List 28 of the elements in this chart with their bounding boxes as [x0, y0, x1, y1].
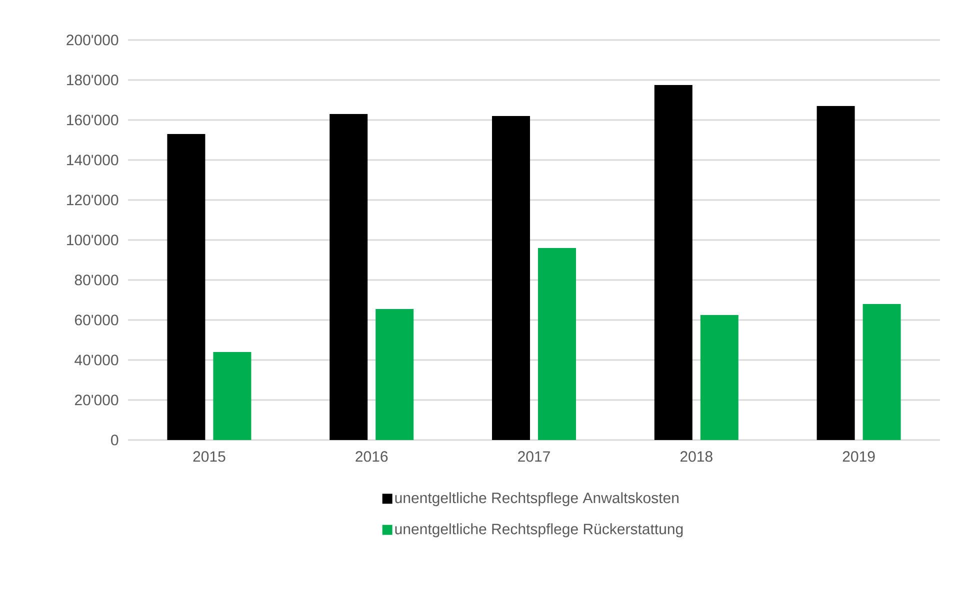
y-tick-label: 60'000: [75, 314, 118, 326]
bar: [213, 352, 252, 440]
x-tick-label: 2019: [842, 451, 875, 462]
y-tick-label: 80'000: [74, 274, 118, 286]
y-tick-label: 200'000: [66, 34, 118, 46]
x-tick-label: 2017: [518, 451, 550, 462]
y-tick-label: 0: [111, 434, 118, 446]
y-tick-label: 100'000: [67, 234, 118, 246]
bar: [376, 308, 414, 440]
bar: [167, 134, 206, 440]
x-tick-label: 2018: [680, 451, 712, 462]
y-tick-label: 140'000: [67, 154, 118, 166]
legend-label: unentgeltliche Rechtspflege Anwaltskosten: [395, 492, 678, 506]
bar: [654, 84, 692, 440]
legend-label: unentgeltliche Rechtspflege Rückerstattung: [395, 523, 683, 538]
bar: [700, 314, 738, 440]
bar: [862, 304, 901, 440]
y-tick-label: 180'000: [67, 74, 118, 86]
bar: [538, 248, 576, 440]
bar: [330, 114, 368, 440]
bar: [492, 116, 530, 440]
bar: [816, 106, 855, 440]
y-tick-label: 20'000: [74, 394, 118, 406]
y-tick-label: 120'000: [67, 194, 118, 206]
y-tick-label: 160'000: [67, 114, 118, 126]
x-tick-label: 2015: [193, 451, 226, 462]
x-tick-label: 2016: [356, 451, 388, 462]
y-tick-label: 40'000: [74, 354, 118, 366]
